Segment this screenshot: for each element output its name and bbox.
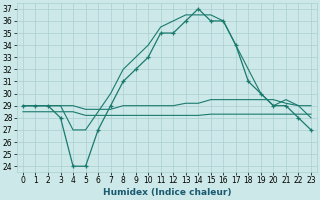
X-axis label: Humidex (Indice chaleur): Humidex (Indice chaleur) — [103, 188, 231, 197]
